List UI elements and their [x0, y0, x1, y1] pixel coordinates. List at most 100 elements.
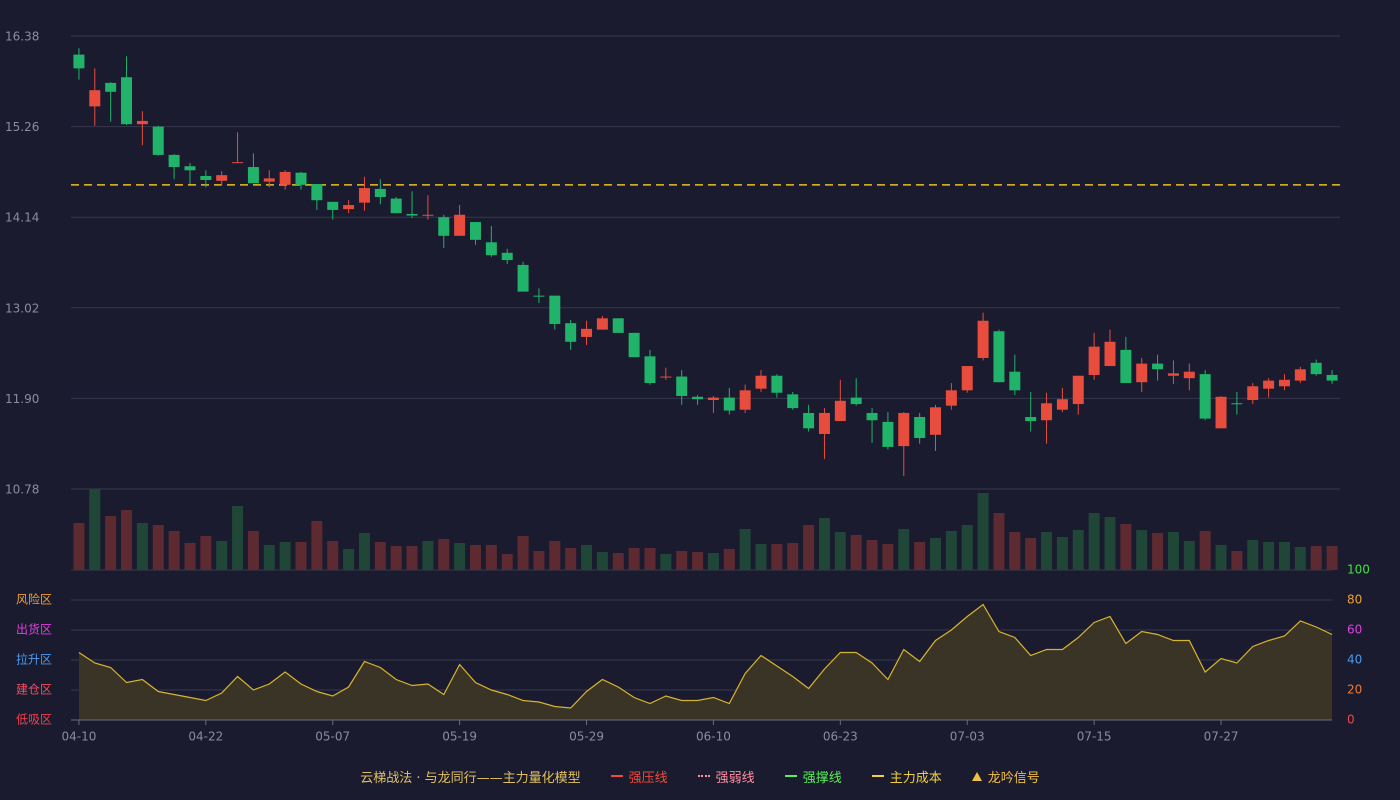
legend-label: 强弱线 — [715, 770, 755, 786]
candle-body — [930, 407, 942, 435]
volume-bar — [723, 549, 735, 570]
volume-bar — [1183, 541, 1195, 570]
candle-body — [469, 222, 481, 240]
volume-bar — [1088, 513, 1100, 570]
legend-symbol — [971, 771, 982, 781]
volume-bar — [1215, 545, 1227, 570]
candle-body — [406, 213, 418, 216]
volume-bar — [660, 554, 672, 570]
legend-label: 龙吟信号 — [987, 770, 1040, 786]
volume-bar — [1199, 531, 1211, 570]
candle-body — [644, 356, 656, 384]
candle-body — [945, 390, 957, 406]
x-tick-label: 04-22 — [188, 730, 223, 744]
chart: 10.78 11.90 13.02 14.14 15.26 16.38 0 20 40 60 80 1… — [5, 30, 1370, 744]
candle-body — [723, 397, 735, 411]
volume-bar — [311, 521, 323, 570]
volume-bar — [1009, 532, 1021, 570]
y-tick-label: 10.78 — [5, 483, 39, 497]
volume-bar — [771, 544, 783, 570]
candle-body — [914, 417, 926, 439]
candle-body — [1152, 363, 1164, 370]
candle-body — [1231, 403, 1243, 405]
candle-body — [1056, 399, 1068, 410]
volume-bar — [1041, 532, 1053, 570]
candle-body — [565, 323, 577, 342]
candle-body — [676, 376, 688, 396]
x-tick-label: 05-29 — [569, 730, 604, 744]
y-tick-label: 16.38 — [5, 30, 39, 44]
candle-body — [898, 412, 910, 447]
candle-body — [596, 318, 608, 330]
candle-body — [1025, 417, 1037, 422]
volume-bar — [930, 538, 942, 570]
x-tick-label: 04-10 — [61, 730, 96, 744]
candle-body — [771, 375, 783, 393]
volume-bar — [692, 552, 704, 570]
volume-bar — [818, 518, 830, 570]
candle-body — [707, 397, 719, 401]
candle-body — [1215, 396, 1227, 429]
volume-bar — [993, 513, 1005, 570]
candle-body — [327, 201, 339, 210]
legend-symbol — [610, 775, 623, 777]
volume-bar — [73, 523, 85, 570]
candle-body — [184, 166, 196, 171]
candle-body — [1310, 362, 1322, 375]
candle-body — [1167, 373, 1179, 376]
volume-bar — [707, 553, 719, 570]
candle-body — [1009, 371, 1021, 391]
volume-bar — [295, 542, 307, 570]
legend-item: 强撑线 — [784, 767, 842, 786]
volume-bar — [565, 548, 577, 570]
volume-bar — [136, 523, 148, 570]
volume-bar — [184, 543, 196, 570]
volume-bar — [676, 551, 688, 570]
volume-bar — [343, 549, 355, 570]
volume-bar — [390, 546, 402, 570]
candle-body — [993, 331, 1005, 383]
volume-bar — [517, 536, 529, 570]
candle-body — [866, 412, 878, 421]
y2-tick-label: 80 — [1347, 593, 1362, 607]
volume-bar — [1104, 517, 1116, 570]
indicator-line — [78, 603, 1333, 709]
volume-bar — [358, 533, 370, 570]
candle-body — [73, 54, 85, 69]
x-tick-label: 05-19 — [442, 730, 477, 744]
volume-bar — [232, 506, 244, 570]
volume-bar — [755, 544, 767, 570]
candle-body — [1294, 369, 1306, 381]
candle-body — [1136, 363, 1148, 383]
legend-item: 强压线 — [610, 767, 668, 786]
volume-bar — [866, 540, 878, 570]
candle-body — [454, 214, 466, 236]
volume-bar — [1263, 542, 1275, 570]
y-tick-label: 14.14 — [5, 211, 39, 225]
candle-body — [581, 328, 593, 337]
volume-bar — [1310, 546, 1322, 570]
candle-body — [834, 400, 846, 422]
y2-tick-label: 100 — [1347, 563, 1370, 577]
candle-body — [1041, 403, 1053, 421]
candle-body — [850, 397, 862, 405]
candle-body — [390, 198, 402, 214]
candle-body — [232, 162, 244, 164]
legend-symbol — [784, 775, 797, 777]
volume-bar — [803, 525, 815, 570]
x-tick-label: 06-23 — [823, 730, 858, 744]
zone-label: 拉升区 — [16, 652, 52, 667]
zone-label: 风险区 — [16, 592, 52, 607]
candle-body — [533, 295, 545, 297]
legend: 云梯战法 · 与龙同行——主力量化模型 强压线 强弱线 强撑线 主力成本 龙吟信号 — [0, 766, 1400, 786]
zone-label: 低吸区 — [16, 713, 52, 727]
volume-bar — [1152, 533, 1164, 570]
volume-bar — [374, 542, 386, 570]
legend-label: 主力成本 — [889, 770, 942, 786]
volume-bar — [787, 543, 799, 570]
volume-bar — [121, 510, 133, 570]
y2-tick-label: 20 — [1347, 683, 1362, 697]
candle-body — [787, 394, 799, 409]
volume-bar — [898, 529, 910, 570]
